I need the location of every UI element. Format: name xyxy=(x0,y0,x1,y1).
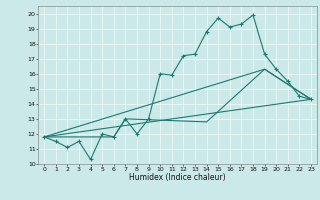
X-axis label: Humidex (Indice chaleur): Humidex (Indice chaleur) xyxy=(129,173,226,182)
